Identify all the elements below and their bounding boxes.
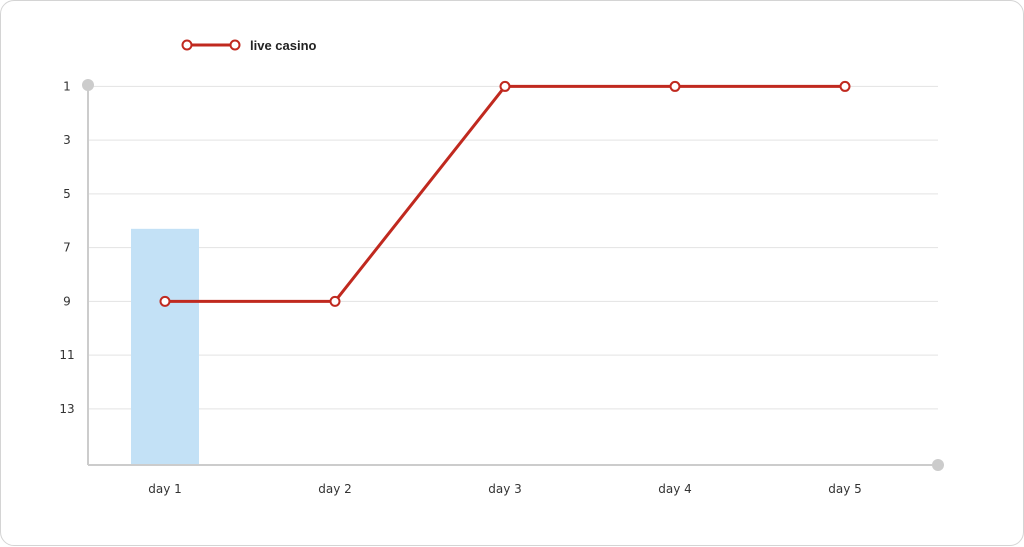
data-point <box>329 295 341 307</box>
y-tick-label: 1 <box>63 79 71 93</box>
y-axis-end-dot <box>82 79 94 91</box>
data-point <box>669 80 681 92</box>
legend-marker-right <box>229 39 241 51</box>
legend[interactable]: live casino <box>181 38 317 53</box>
data-point <box>159 295 171 307</box>
grid-lines <box>88 85 938 410</box>
data-point <box>499 80 511 92</box>
axes <box>82 79 944 471</box>
y-tick-label: 9 <box>63 294 71 308</box>
y-tick-label: 7 <box>63 241 71 255</box>
data-point <box>839 80 851 92</box>
bar <box>131 228 199 464</box>
y-tick-label: 11 <box>59 348 74 362</box>
x-axis-end-dot <box>932 459 944 471</box>
x-tick-label: day 2 <box>318 482 352 496</box>
x-tick-label: day 3 <box>488 482 522 496</box>
x-tick-label: day 1 <box>148 482 182 496</box>
y-tick-label: 5 <box>63 187 71 201</box>
bars <box>131 228 199 464</box>
legend-marker-left <box>181 39 193 51</box>
x-tick-label: day 4 <box>658 482 692 496</box>
y-tick-label: 13 <box>59 402 74 416</box>
x-tick-labels: day 1 day 2 day 3 day 4 day 5 <box>148 482 862 496</box>
x-tick-label: day 5 <box>828 482 862 496</box>
series <box>159 80 851 307</box>
y-tick-label: 3 <box>63 133 71 147</box>
legend-label: live casino <box>250 38 317 53</box>
